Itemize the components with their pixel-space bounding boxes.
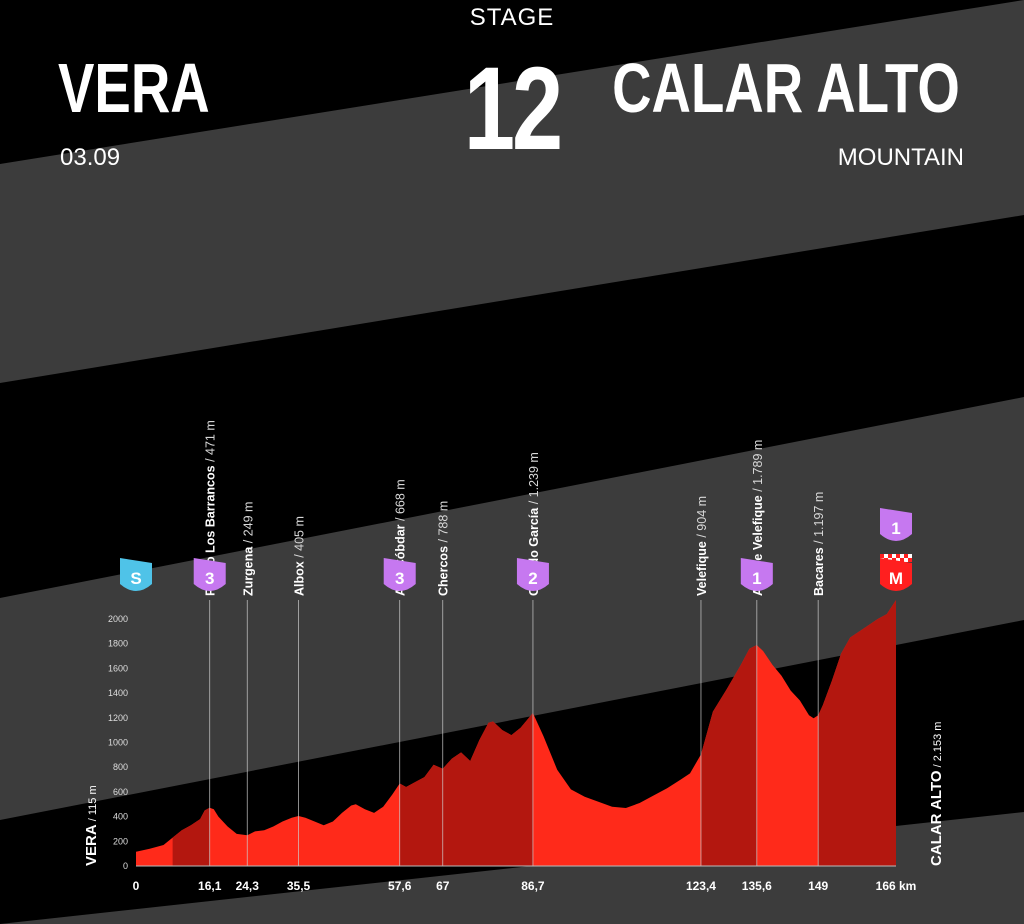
- climb-category-badge: [740, 558, 773, 591]
- axes: 0 200 400 600 800 1000 1200 1400 1600 1800 2000 0 16…: [108, 614, 916, 893]
- waypoint-label: Chercos / 788 m: [437, 501, 451, 596]
- badges: S 3 3 2 1 M 1: [120, 508, 912, 591]
- checkered-flag: [908, 558, 912, 562]
- x-tick-label: 67: [436, 879, 450, 893]
- stage-label: STAGE: [469, 4, 555, 31]
- checkered-flag: [908, 554, 912, 558]
- climb-category-badge: [383, 558, 416, 591]
- x-tick-label: 86,7: [521, 879, 545, 893]
- finish-badge-text: M: [889, 569, 903, 588]
- checkered-flag: [884, 554, 888, 558]
- y-tick-label: 1600: [108, 663, 128, 673]
- x-tick-label: 16,1: [198, 879, 222, 893]
- start-badge-text: S: [130, 569, 141, 588]
- waypoint-label: Bacares / 1.197 m: [812, 492, 826, 596]
- stage-number: 12: [463, 43, 563, 175]
- finish-climb-badge: [880, 508, 912, 541]
- climb-category-badge-text: 3: [395, 569, 404, 588]
- stage-type: MOUNTAIN: [837, 144, 964, 171]
- start-badge: [120, 558, 152, 591]
- checkered-flag: [900, 558, 904, 562]
- waypoint-label: Albox / 405 m: [293, 516, 307, 596]
- start-city: VERA: [58, 49, 210, 127]
- y-tick-label: 2000: [108, 614, 128, 624]
- checkered-flag: [904, 558, 908, 562]
- checkered-flag: [904, 554, 908, 558]
- x-tick-label: 149: [808, 879, 828, 893]
- checkered-flag: [892, 554, 896, 558]
- checkered-flag: [880, 554, 884, 558]
- start-endpoint-label: VERA / 115 m: [83, 785, 100, 866]
- waypoint-lines: [209, 600, 819, 866]
- checkered-flag: [892, 558, 896, 562]
- checkered-flag: [896, 554, 900, 558]
- x-tick-label: 57,6: [388, 879, 412, 893]
- climb-category-badge-text: 3: [205, 569, 214, 588]
- stage-date: 03.09: [60, 144, 121, 171]
- x-tick-label: 135,6: [742, 879, 772, 893]
- y-tick-label: 800: [113, 762, 128, 772]
- checkered-flag: [888, 554, 892, 558]
- x-tick-label: 24,3: [236, 879, 260, 893]
- climb-category-badge: [516, 558, 549, 591]
- background-stripe: [0, 397, 1024, 820]
- finish-climb-badge-text: 1: [891, 519, 900, 538]
- y-tick-label: 1800: [108, 639, 128, 649]
- y-tick-label: 1400: [108, 688, 128, 698]
- x-tick-label: 123,4: [686, 879, 716, 893]
- waypoint-label: Zurgena / 249 m: [241, 502, 255, 596]
- checkered-flag: [900, 554, 904, 558]
- waypoint-label: Velefique / 904 m: [695, 496, 709, 596]
- x-tick-label: 35,5: [287, 879, 311, 893]
- climb-category-badge-text: 2: [528, 569, 537, 588]
- finish-endpoint-label: CALAR ALTO / 2.153 m: [928, 722, 945, 866]
- y-tick-label: 0: [123, 861, 128, 871]
- y-tick-label: 400: [113, 812, 128, 822]
- y-tick-label: 1200: [108, 713, 128, 723]
- y-tick-label: 200: [113, 836, 128, 846]
- x-tick-label: 166 km: [876, 879, 917, 893]
- x-tick-label: 0: [133, 879, 140, 893]
- climb-category-badge-text: 1: [752, 569, 761, 588]
- finish-badge: [880, 558, 912, 591]
- background-stripe: [0, 0, 1024, 383]
- finish-city: CALAR ALTO: [612, 49, 960, 127]
- y-tick-label: 1000: [108, 738, 128, 748]
- y-tick-label: 600: [113, 787, 128, 797]
- climb-category-badge: [193, 558, 226, 591]
- checkered-flag: [896, 558, 900, 562]
